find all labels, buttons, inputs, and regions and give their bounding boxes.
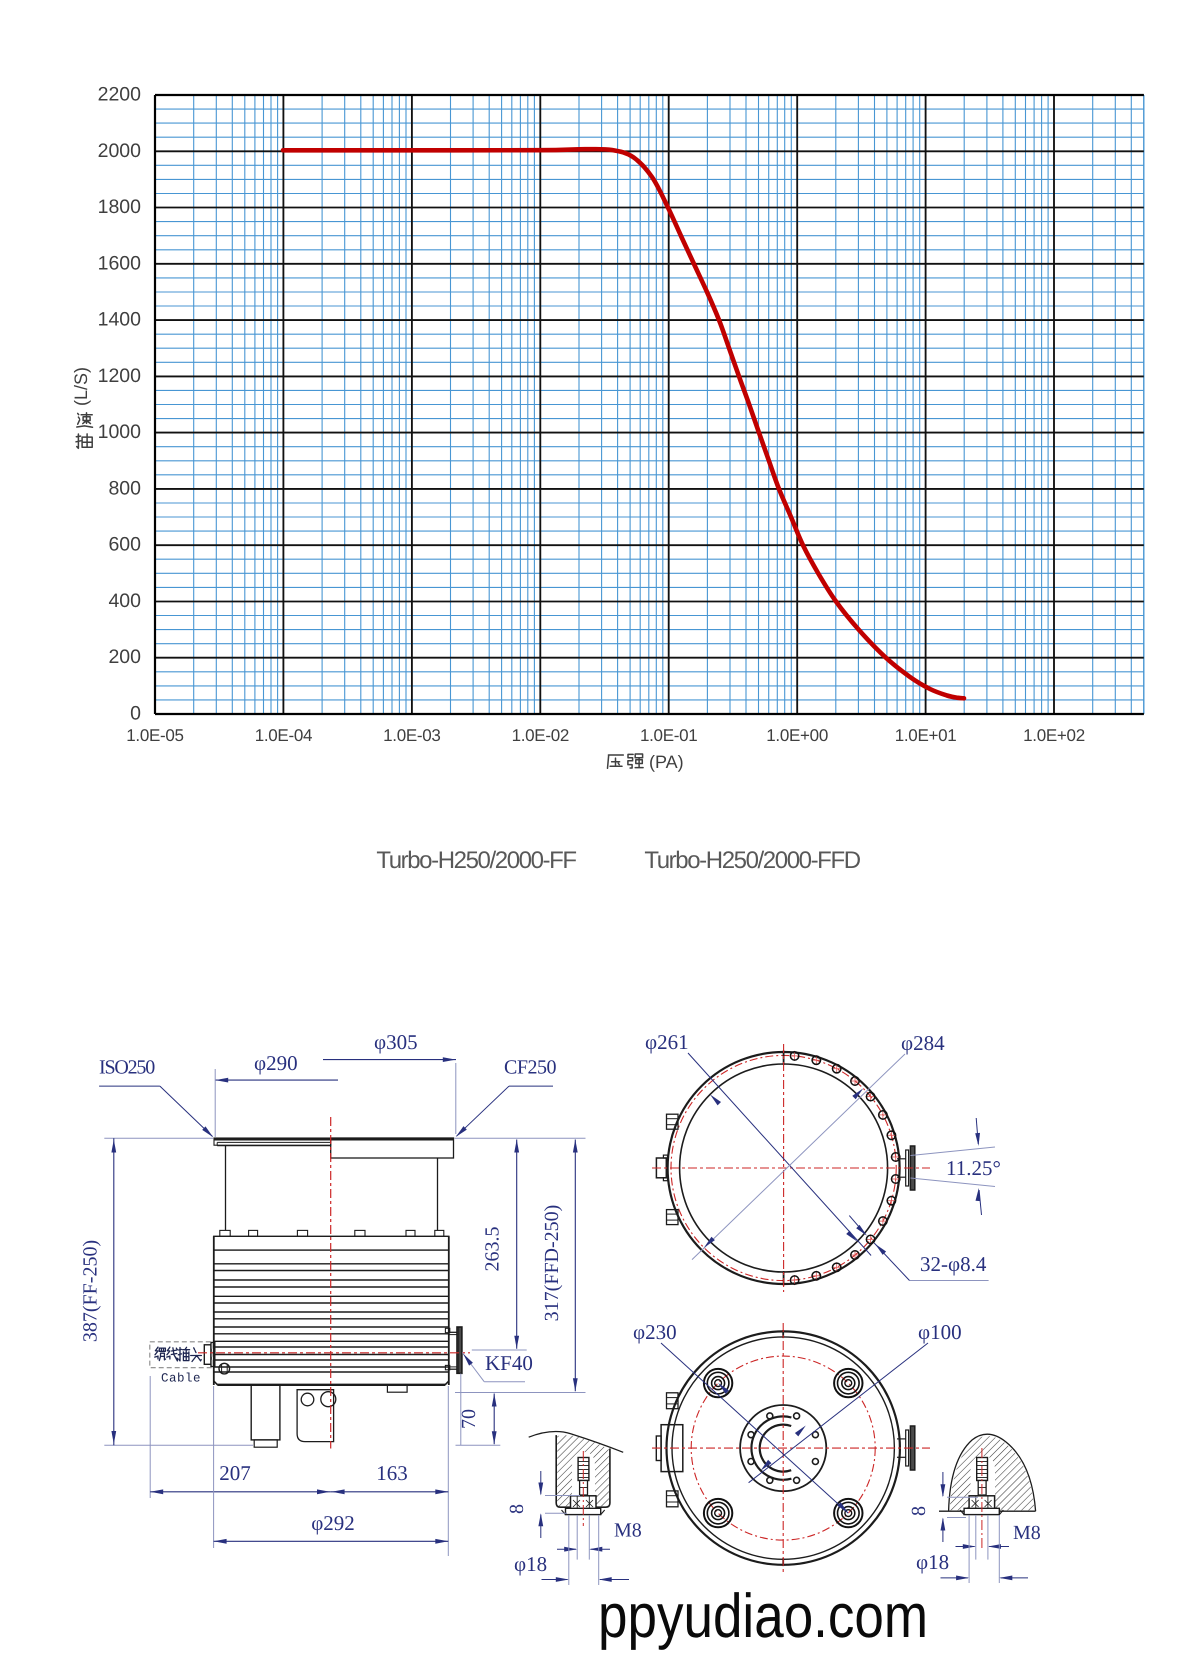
svg-text:400: 400: [108, 590, 141, 612]
svg-text:1.0E-02: 1.0E-02: [512, 726, 569, 745]
svg-text:207: 207: [219, 1461, 251, 1485]
svg-text:1.0E-03: 1.0E-03: [383, 726, 440, 745]
svg-text:800: 800: [108, 477, 141, 499]
svg-text:70: 70: [458, 1409, 480, 1429]
svg-text:φ100: φ100: [918, 1320, 962, 1344]
svg-text:ppyudiao.com: ppyudiao.com: [598, 1582, 928, 1651]
svg-text:CF250: CF250: [504, 1057, 556, 1079]
svg-text:φ18: φ18: [514, 1552, 547, 1576]
svg-text:387(FF-250): 387(FF-250): [80, 1240, 102, 1342]
svg-text:1.0E-01: 1.0E-01: [640, 726, 697, 745]
svg-text:0: 0: [130, 703, 141, 725]
svg-text:Turbo-H250/2000-FFD: Turbo-H250/2000-FFD: [644, 847, 860, 874]
svg-text:(L/S): (L/S): [71, 367, 91, 406]
svg-text:317(FFD-250): 317(FFD-250): [541, 1205, 563, 1322]
svg-text:1.0E+02: 1.0E+02: [1023, 726, 1085, 745]
svg-text:KF40: KF40: [485, 1351, 533, 1375]
svg-text:2000: 2000: [98, 140, 142, 162]
svg-text:1.0E-04: 1.0E-04: [255, 726, 312, 745]
svg-text:1800: 1800: [98, 196, 142, 218]
svg-text:1.0E-05: 1.0E-05: [126, 726, 183, 745]
svg-text:1200: 1200: [98, 365, 142, 387]
svg-text:M8: M8: [1013, 1522, 1041, 1544]
svg-text:φ290: φ290: [254, 1051, 298, 1075]
svg-text:M8: M8: [614, 1520, 642, 1542]
svg-text:32-φ8.4: 32-φ8.4: [920, 1252, 987, 1276]
svg-text:163: 163: [376, 1461, 408, 1485]
svg-text:8: 8: [908, 1506, 930, 1516]
svg-text:1.0E+01: 1.0E+01: [895, 726, 957, 745]
svg-text:8: 8: [506, 1504, 528, 1514]
svg-text:1400: 1400: [98, 309, 142, 331]
svg-text:ISO250: ISO250: [99, 1057, 155, 1079]
svg-text:600: 600: [108, 534, 141, 556]
svg-text:φ18: φ18: [916, 1550, 949, 1574]
svg-text:263.5: 263.5: [482, 1227, 504, 1272]
svg-text:φ305: φ305: [374, 1030, 418, 1054]
svg-text:1.0E+00: 1.0E+00: [766, 726, 828, 745]
svg-text:φ284: φ284: [901, 1031, 945, 1055]
svg-text:φ292: φ292: [311, 1511, 355, 1535]
svg-text:1600: 1600: [98, 252, 142, 274]
svg-text:Turbo-H250/2000-FF: Turbo-H250/2000-FF: [376, 847, 576, 874]
svg-text:Cable: Cable: [161, 1372, 201, 1386]
svg-text:φ261: φ261: [645, 1030, 689, 1054]
svg-text:1000: 1000: [98, 421, 142, 443]
svg-text:2200: 2200: [98, 84, 142, 106]
svg-text:200: 200: [108, 646, 141, 668]
svg-text:φ230: φ230: [633, 1320, 677, 1344]
svg-text:(PA): (PA): [649, 752, 684, 772]
svg-text:11.25°: 11.25°: [946, 1156, 1001, 1180]
